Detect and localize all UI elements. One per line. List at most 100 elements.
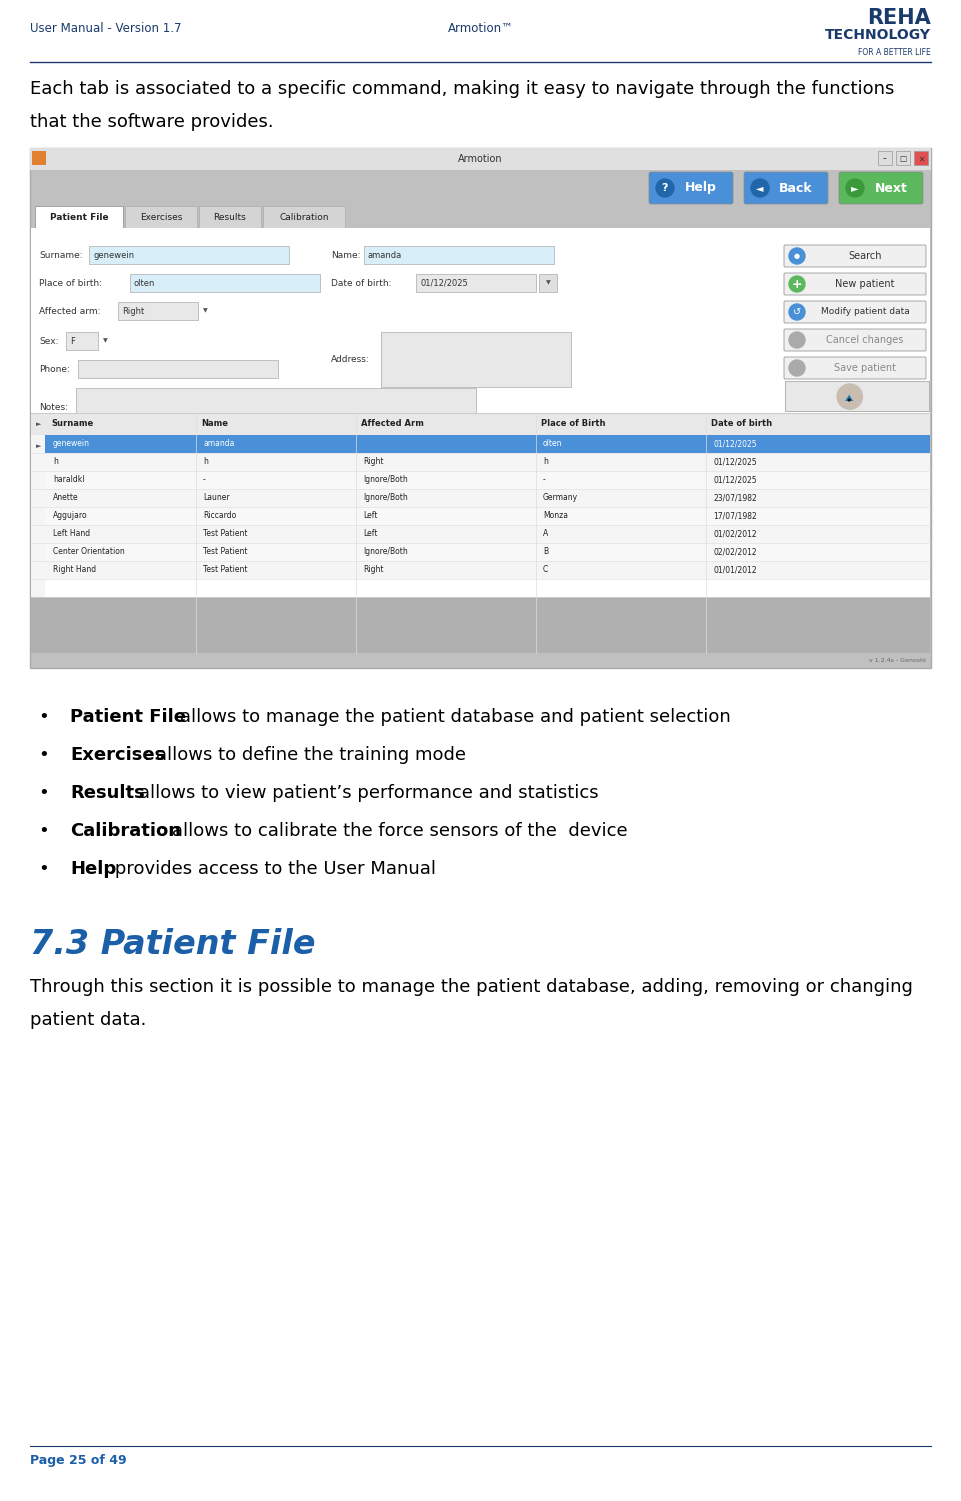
Text: Help: Help <box>70 860 116 878</box>
Text: Modify patient data: Modify patient data <box>821 308 909 317</box>
Bar <box>31 413 930 435</box>
Bar <box>66 332 98 350</box>
Bar <box>382 332 572 387</box>
Text: C: C <box>543 566 548 575</box>
Text: Each tab is associated to a specific command, making it easy to navigate through: Each tab is associated to a specific com… <box>30 80 895 98</box>
Text: REHA: REHA <box>867 8 931 29</box>
Bar <box>31 228 930 413</box>
Bar <box>35 206 123 228</box>
Bar <box>45 579 930 597</box>
Text: Date of birth: Date of birth <box>711 419 772 428</box>
Bar <box>31 228 930 653</box>
Circle shape <box>751 179 769 197</box>
Text: 01/12/2025: 01/12/2025 <box>713 440 756 449</box>
Text: ✕: ✕ <box>918 155 924 164</box>
Text: Launer: Launer <box>203 494 230 503</box>
Text: 01/12/2025: 01/12/2025 <box>420 279 468 288</box>
Text: : allows to define the training mode: : allows to define the training mode <box>144 746 466 764</box>
Text: patient data.: patient data. <box>30 1012 146 1030</box>
Bar <box>45 471 930 489</box>
Bar <box>263 206 345 228</box>
Text: 23/07/1982: 23/07/1982 <box>713 494 756 503</box>
Text: ●: ● <box>794 254 801 260</box>
Text: Ignore/Both: Ignore/Both <box>363 548 407 557</box>
FancyBboxPatch shape <box>784 302 926 323</box>
Text: Date of birth:: Date of birth: <box>331 279 391 288</box>
Bar <box>785 381 929 411</box>
Bar <box>118 302 198 320</box>
Bar <box>32 152 46 165</box>
Text: TECHNOLOGY: TECHNOLOGY <box>825 29 931 42</box>
Text: Armotion™: Armotion™ <box>448 23 513 35</box>
Text: ►: ► <box>851 183 859 194</box>
Text: Patient File: Patient File <box>70 708 186 726</box>
Text: •: • <box>38 708 49 726</box>
Text: B: B <box>543 548 548 557</box>
Text: : provides access to the User Manual: : provides access to the User Manual <box>103 860 435 878</box>
Bar <box>852 389 854 393</box>
Circle shape <box>849 399 850 401</box>
Text: Surname:: Surname: <box>39 251 83 260</box>
Text: Left: Left <box>363 512 378 521</box>
Text: : allows to manage the patient database and patient selection: : allows to manage the patient database … <box>168 708 731 726</box>
Text: •: • <box>38 823 49 841</box>
Text: ▼: ▼ <box>203 309 208 314</box>
Text: •: • <box>38 746 49 764</box>
Text: Results: Results <box>70 784 145 802</box>
Text: Back: Back <box>779 182 813 195</box>
Text: New patient: New patient <box>835 279 895 290</box>
Text: ►: ► <box>37 420 41 426</box>
Text: 01/02/2012: 01/02/2012 <box>713 530 756 539</box>
Bar <box>45 507 930 525</box>
Text: Place of birth:: Place of birth: <box>39 279 102 288</box>
Text: Search: Search <box>849 251 882 261</box>
Bar <box>76 387 476 429</box>
Text: olten: olten <box>543 440 562 449</box>
Text: h: h <box>203 458 208 467</box>
Circle shape <box>789 360 805 375</box>
Text: Affected arm:: Affected arm: <box>39 306 101 315</box>
Bar <box>848 386 850 392</box>
Text: Exercises: Exercises <box>70 746 165 764</box>
Text: ►: ► <box>37 443 41 449</box>
Bar <box>364 246 554 264</box>
Bar <box>896 152 910 165</box>
Text: amanda: amanda <box>203 440 234 449</box>
Text: 7.3 Patient File: 7.3 Patient File <box>30 928 315 961</box>
FancyBboxPatch shape <box>839 173 923 204</box>
Text: Exercises: Exercises <box>139 213 183 222</box>
Circle shape <box>789 248 805 264</box>
Bar <box>914 152 928 165</box>
Text: genewein: genewein <box>53 440 90 449</box>
Text: Right: Right <box>122 306 145 315</box>
Text: : allows to view patient’s performance and statistics: : allows to view patient’s performance a… <box>128 784 599 802</box>
Text: Test Patient: Test Patient <box>203 530 248 539</box>
Text: Armotion: Armotion <box>458 155 503 164</box>
Circle shape <box>789 332 805 348</box>
Circle shape <box>656 179 674 197</box>
Text: F: F <box>70 336 75 345</box>
Text: that the software provides.: that the software provides. <box>30 113 274 131</box>
Bar <box>89 246 289 264</box>
Text: Address:: Address: <box>331 356 370 365</box>
Bar <box>45 435 930 453</box>
Text: Center Orientation: Center Orientation <box>53 548 125 557</box>
Circle shape <box>837 384 862 410</box>
Text: FOR A BETTER LIFE: FOR A BETTER LIFE <box>858 48 931 57</box>
Text: ◄: ◄ <box>756 183 764 194</box>
Circle shape <box>848 386 850 387</box>
Circle shape <box>852 387 854 389</box>
Polygon shape <box>845 395 853 401</box>
Text: Test Patient: Test Patient <box>203 548 248 557</box>
FancyBboxPatch shape <box>784 357 926 378</box>
Text: Phone:: Phone: <box>39 365 70 374</box>
Bar <box>125 206 197 228</box>
Text: ▼: ▼ <box>103 339 108 344</box>
Text: 17/07/1982: 17/07/1982 <box>713 512 756 521</box>
Text: Germany: Germany <box>543 494 579 503</box>
Text: 02/02/2012: 02/02/2012 <box>713 548 756 557</box>
Bar <box>850 387 851 392</box>
Text: Right: Right <box>363 458 383 467</box>
Text: Affected Arm: Affected Arm <box>361 419 424 428</box>
Text: Save patient: Save patient <box>834 363 896 374</box>
